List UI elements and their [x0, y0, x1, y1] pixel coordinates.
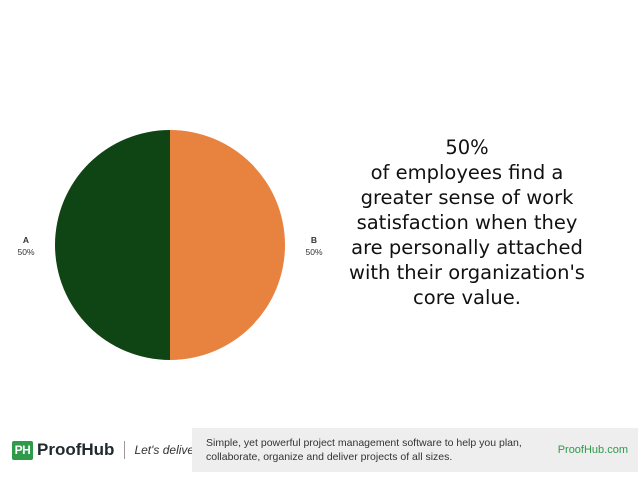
ad-box: Simple, yet powerful project management … [192, 428, 638, 472]
slice-value-a: 50% [17, 247, 34, 257]
slice-value-b: 50% [305, 247, 322, 257]
slice-label-a: A [23, 235, 29, 245]
statement-percent: 50% [445, 136, 489, 159]
brand[interactable]: PH ProofHub Let's deliver [12, 440, 198, 460]
ad-description: Simple, yet powerful project management … [206, 437, 522, 463]
pie-slice-a [55, 130, 170, 360]
statement-text: 50% of employees find a greater sense of… [342, 135, 592, 310]
brand-name: ProofHub [37, 440, 115, 459]
pie-slice-b [170, 130, 285, 360]
proofhub-link[interactable]: ProofHub.com [557, 444, 628, 456]
brand-tagline: Let's deliver [134, 443, 199, 457]
brand-divider [124, 441, 126, 459]
footer-banner: PH ProofHub Let's deliver Simple, yet po… [0, 422, 638, 479]
proofhub-logo-icon: PH [12, 440, 33, 460]
slice-label-b: B [311, 235, 317, 245]
statement-body: of employees find a greater sense of wor… [349, 161, 585, 309]
